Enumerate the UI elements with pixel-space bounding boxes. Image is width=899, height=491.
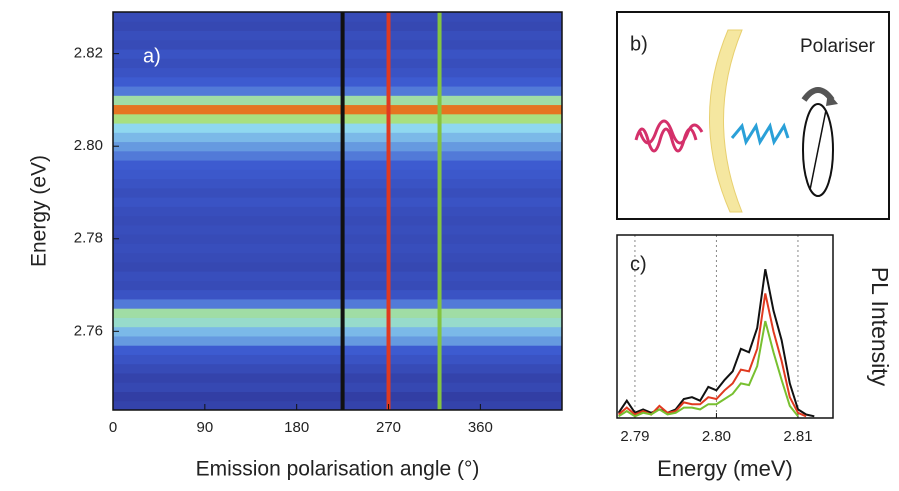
heat-row [113,326,562,337]
x-tick-label: 270 [376,419,401,436]
heat-row [113,271,562,281]
heat-row [113,382,562,392]
x-tick-label: 2.81 [783,428,812,445]
heat-row [113,76,562,87]
heatmap [113,12,562,410]
x-tick-label: 2.79 [620,428,649,445]
heat-row [113,39,562,50]
frame [616,234,834,419]
heat-row [113,234,562,244]
y-tick-label: 2.78 [74,230,103,247]
x-tick-label: 0 [109,419,117,436]
heat-row [113,280,562,291]
heat-row [113,206,562,217]
heat-row [113,169,562,180]
heat-row [113,372,562,383]
heat-row [113,123,562,133]
series-line [617,269,815,418]
heat-row [113,345,562,355]
heat-row [113,49,562,59]
panel-label: b) [630,33,648,55]
heat-row [113,197,562,207]
incident-wave [634,119,704,153]
heat-row [113,95,562,106]
heat-row [113,58,562,69]
heat-row [113,252,562,263]
polariser-label: Polariser [800,36,876,57]
x-tick-label: 180 [284,419,309,436]
x-axis-label: Emission polarisation angle (°) [196,458,480,481]
heat-row [113,150,562,161]
heat-row [113,113,562,124]
heat-row [113,224,562,235]
heat-row [113,187,562,198]
heat-row [113,160,562,170]
series-line [617,293,807,418]
heat-row [113,86,562,96]
lens [709,29,743,213]
y-tick-label: 2.76 [74,322,103,339]
y-axis-label: PL Intensity [867,267,893,387]
heat-row [113,215,562,226]
heat-row [113,12,562,22]
rotation-arrowhead [826,92,838,106]
x-tick-label: 2.80 [702,428,731,445]
panel-label: a) [143,45,161,67]
panel-frame [616,11,890,220]
heat-row [113,67,562,78]
polariser-ellipse [802,103,834,197]
x-tick-label: 90 [196,419,213,436]
heat-row [113,132,562,143]
x-tick-label: 360 [468,419,493,436]
heat-row [113,104,562,115]
polariser-axis [809,109,827,191]
heat-row [113,261,562,272]
y-tick-label: 2.80 [74,137,103,154]
heat-row [113,21,562,32]
series-line [618,320,799,418]
heat-row [113,178,562,189]
emitted-wave [730,122,790,146]
heat-row [113,317,562,328]
heat-row [113,30,562,41]
heat-row [113,308,562,318]
heat-row [113,298,562,309]
y-tick-label: 2.82 [74,45,103,62]
y-axis-label: Energy (eV) [28,155,51,267]
frame [112,11,563,411]
heat-row [113,141,562,152]
heat-row [113,391,562,402]
heat-row [113,243,562,254]
heat-row [113,354,562,365]
x-axis-label: Energy (meV) [657,456,793,481]
heat-row [113,400,562,410]
heat-row [113,363,562,374]
heat-row [113,289,562,300]
panel-label: c) [630,253,647,275]
heat-row [113,335,562,346]
schematic: b) Polariser [616,11,890,220]
